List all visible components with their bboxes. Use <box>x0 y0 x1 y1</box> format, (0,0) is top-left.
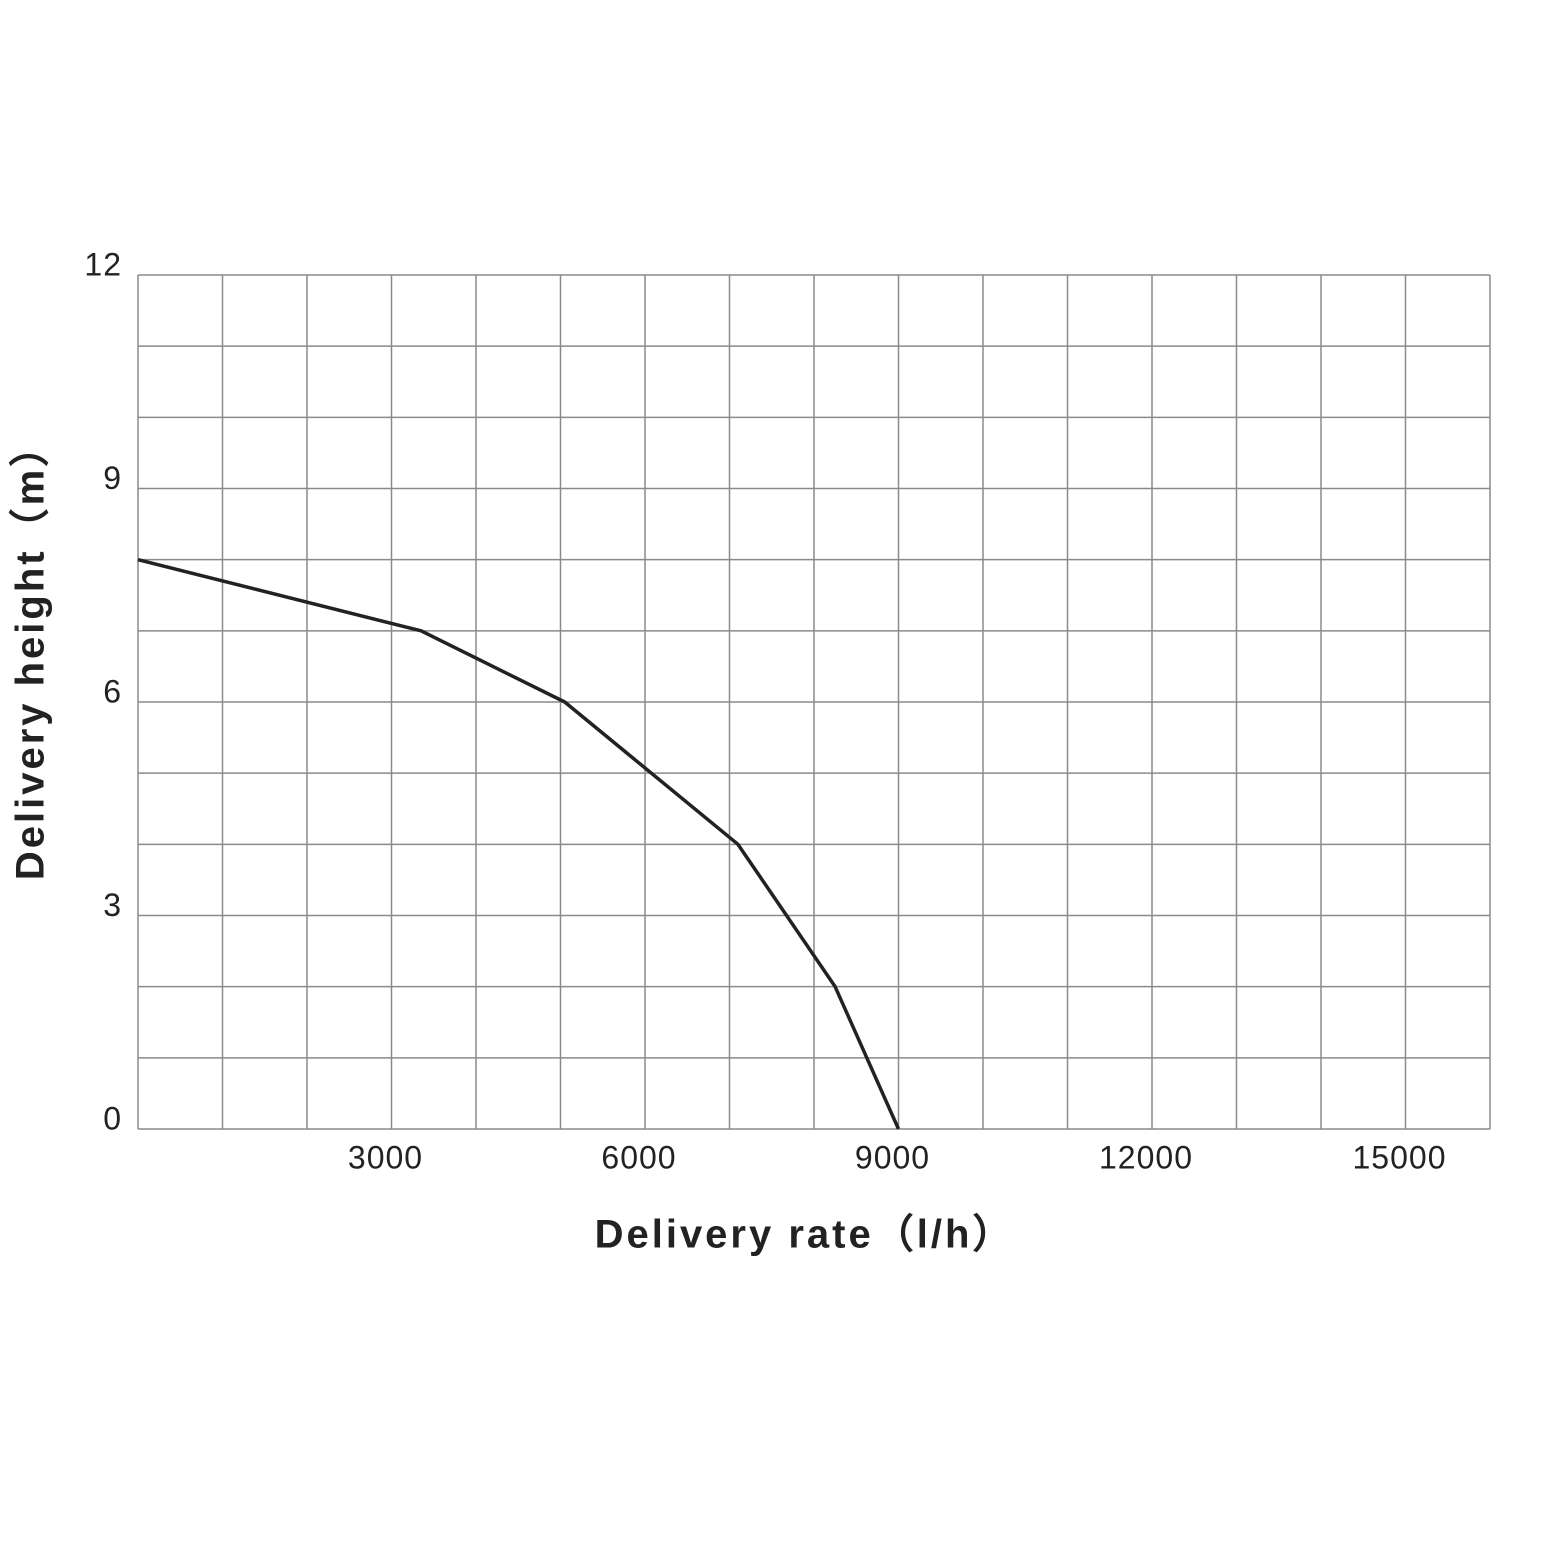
x-tick-label: 9000 <box>855 1139 930 1175</box>
y-tick-label: 3 <box>103 887 122 923</box>
data-line <box>137 557 901 1130</box>
y-tick-label: 6 <box>103 673 122 709</box>
x-tick-label: 12000 <box>1099 1139 1193 1175</box>
x-tick-label: 15000 <box>1353 1139 1447 1175</box>
x-axis-title: Delivery rate（l/h） <box>595 1213 1016 1257</box>
y-tick-label: 0 <box>103 1100 122 1136</box>
y-tick-label: 12 <box>84 246 122 282</box>
x-tick-label: 3000 <box>348 1139 423 1175</box>
y-tick-label: 9 <box>103 460 122 496</box>
y-axis-title: Delivery height（m） <box>9 424 53 880</box>
x-tick-label: 6000 <box>601 1139 676 1175</box>
